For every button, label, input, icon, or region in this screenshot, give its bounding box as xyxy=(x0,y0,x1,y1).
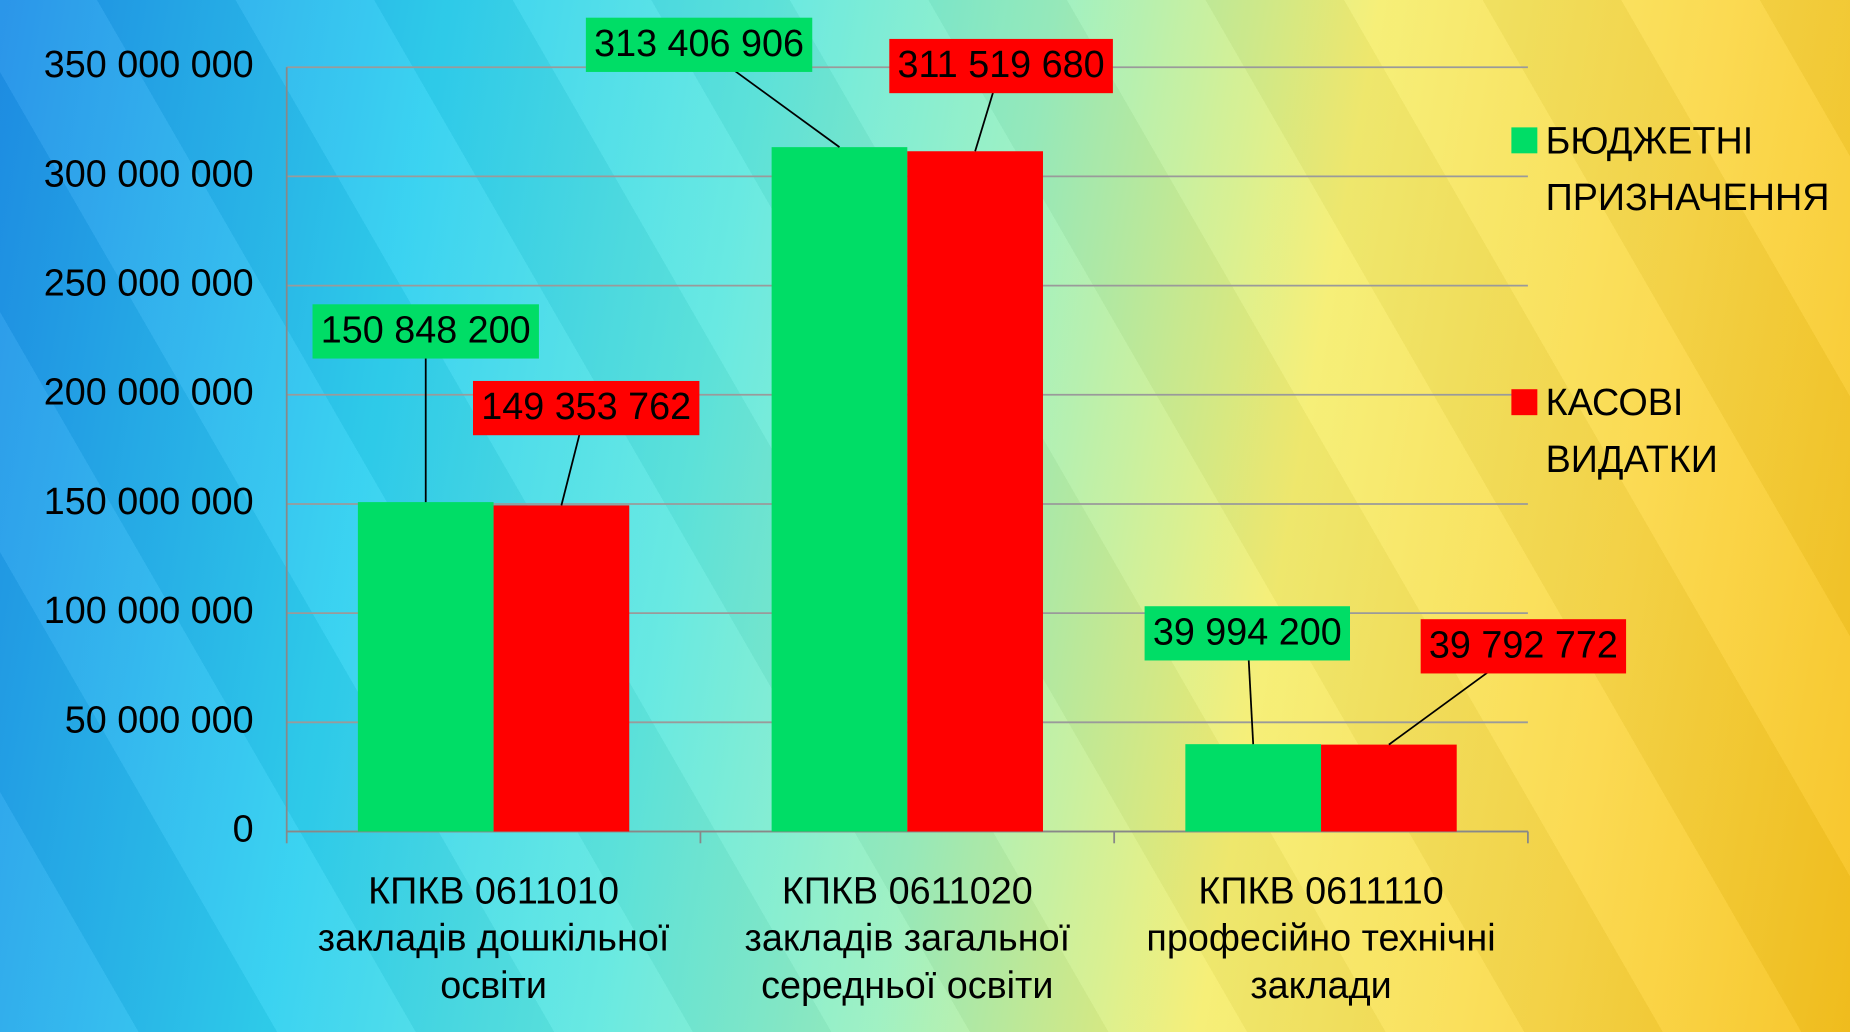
data-label: 39 792 772 xyxy=(1429,623,1618,665)
data-label: 39 994 200 xyxy=(1153,611,1342,653)
x-tick-label: КПКВ 0611020 закладів загальної середньо… xyxy=(744,869,1071,1007)
data-label-box xyxy=(312,304,539,359)
legend-label-box: КАСОВІ ВИДАТКИ xyxy=(1545,380,1718,481)
legend-swatch xyxy=(1511,127,1538,154)
y-tick-label: 150 000 000 xyxy=(44,480,254,522)
y-tick-label: 250 000 000 xyxy=(44,262,254,304)
data-label: 150 848 200 xyxy=(321,309,531,351)
bar xyxy=(1321,744,1457,832)
y-tick-label: 50 000 000 xyxy=(65,698,254,740)
legend-label-box: БЮДЖЕТНІ ПРИЗНАЧЕННЯ xyxy=(1545,119,1830,219)
data-label-box xyxy=(1144,606,1351,661)
bar xyxy=(357,502,494,832)
bar xyxy=(907,151,1043,832)
y-tick-label: 350 000 000 xyxy=(44,43,254,85)
legend-label: БЮДЖЕТНІ ПРИЗНАЧЕННЯ xyxy=(1545,119,1830,219)
x-tick-label: КПКВ 0611110 професійно технічні заклади xyxy=(1146,869,1496,1007)
data-label: 311 519 680 xyxy=(898,43,1105,85)
x-tick-label-box: КПКВ 0611020 закладів загальної середньо… xyxy=(744,869,1071,1007)
data-label-box xyxy=(1420,619,1627,674)
bar xyxy=(493,505,630,832)
data-label-box xyxy=(889,38,1113,94)
x-tick-label-box: КПКВ 0611010 закладів дошкільної освіти xyxy=(317,869,670,1007)
y-tick-label: 300 000 000 xyxy=(44,152,254,194)
y-tick-label: 0 xyxy=(233,807,254,849)
y-tick-label: 200 000 000 xyxy=(44,371,254,413)
data-label: 149 353 762 xyxy=(481,385,691,427)
x-tick-label: КПКВ 0611010 закладів дошкільної освіти xyxy=(317,869,670,1007)
y-tick-label: 100 000 000 xyxy=(44,589,254,631)
data-label: 313 406 906 xyxy=(594,22,804,64)
legend-label: КАСОВІ ВИДАТКИ xyxy=(1545,380,1718,481)
data-label-box xyxy=(472,380,700,436)
bar xyxy=(771,147,908,832)
legend-swatch xyxy=(1511,389,1538,416)
bar xyxy=(1185,744,1322,832)
data-label-box xyxy=(585,17,813,72)
x-tick-label-box: КПКВ 0611110 професійно технічні заклади xyxy=(1146,869,1496,1007)
